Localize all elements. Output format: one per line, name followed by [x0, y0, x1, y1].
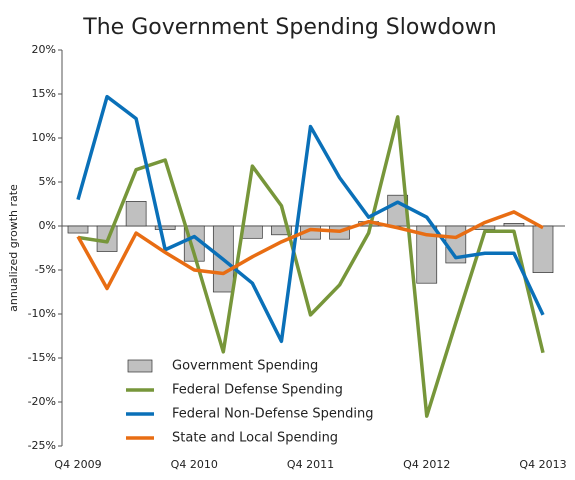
- legend-label: Federal Non-Defense Spending: [172, 407, 374, 422]
- legend-label: Government Spending: [172, 359, 318, 374]
- bar: [532, 225, 554, 273]
- line: [76, 94, 545, 344]
- legend-swatch: [127, 359, 153, 373]
- y-tick-label: -20%: [28, 395, 56, 408]
- bar: [271, 225, 292, 236]
- y-tick-label: 10%: [32, 131, 56, 144]
- x-tick-label: Q4 2011: [287, 458, 334, 471]
- bar: [67, 225, 89, 234]
- y-tick-label: 0%: [39, 219, 56, 232]
- y-tick-label: 15%: [32, 87, 56, 100]
- chart-title: The Government Spending Slowdown: [82, 15, 496, 40]
- bar: [154, 225, 176, 230]
- x-tick-label: Q4 2009: [54, 458, 101, 471]
- x-tick-label: Q4 2013: [519, 458, 566, 471]
- bar: [503, 223, 525, 227]
- line: [77, 115, 545, 418]
- line: [76, 210, 544, 291]
- legend-label: Federal Defense Spending: [172, 383, 343, 398]
- x-tick-label: Q4 2012: [403, 458, 450, 471]
- x-tick-label: Q4 2010: [171, 458, 218, 471]
- y-tick-label: 20%: [32, 43, 56, 56]
- y-tick-label: -5%: [35, 263, 56, 276]
- y-tick-label: 5%: [39, 175, 56, 188]
- y-tick-label: -15%: [28, 351, 56, 364]
- y-tick-label: -25%: [28, 439, 56, 452]
- legend-label: State and Local Spending: [172, 431, 338, 446]
- y-tick-label: -10%: [28, 307, 56, 320]
- y-axis-label: annualized growth rate: [7, 184, 20, 312]
- bar: [242, 225, 263, 239]
- bar: [125, 201, 147, 227]
- bar: [416, 225, 438, 284]
